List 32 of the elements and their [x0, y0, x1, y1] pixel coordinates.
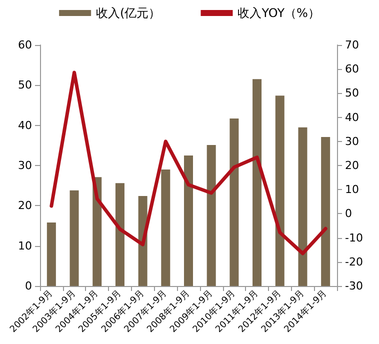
bar: [230, 118, 239, 286]
y-tick-label: 40: [18, 118, 32, 132]
bar: [46, 222, 56, 286]
y2-tick-label: 70: [345, 38, 359, 52]
y-tick-label: 50: [18, 78, 32, 92]
y2-tick-label: 60: [345, 62, 359, 76]
y2-tick-label: 40: [345, 110, 359, 124]
y2-tick-label: 30: [345, 134, 359, 148]
y2-tick-label: 50: [345, 86, 359, 100]
y-tick-label: 10: [18, 239, 32, 252]
y2-tick-label: 0: [345, 207, 352, 220]
y2-tick-label: -20: [345, 255, 363, 268]
bar: [115, 183, 124, 286]
bar: [206, 145, 216, 286]
y-tick-label: 20: [18, 199, 32, 212]
bar: [184, 155, 193, 286]
line-series: [50, 70, 328, 256]
bar: [275, 96, 284, 286]
y-tick-label: 60: [18, 38, 32, 52]
y2-tick-label: 20: [345, 159, 359, 172]
y2-tick-label: 10: [345, 183, 359, 196]
legend-label: 收入(亿元）: [96, 6, 161, 20]
bar: [161, 170, 170, 286]
y2-tick-label: -10: [345, 231, 363, 244]
y-tick-label: 0: [25, 280, 32, 292]
y2-tick-label: -30: [345, 280, 363, 292]
bar: [70, 190, 79, 286]
bar: [321, 136, 330, 286]
bar: [298, 127, 308, 286]
legend-label: 收入YOY（%）: [238, 6, 320, 20]
bar: [252, 79, 262, 286]
y-tick-label: 30: [18, 159, 32, 172]
